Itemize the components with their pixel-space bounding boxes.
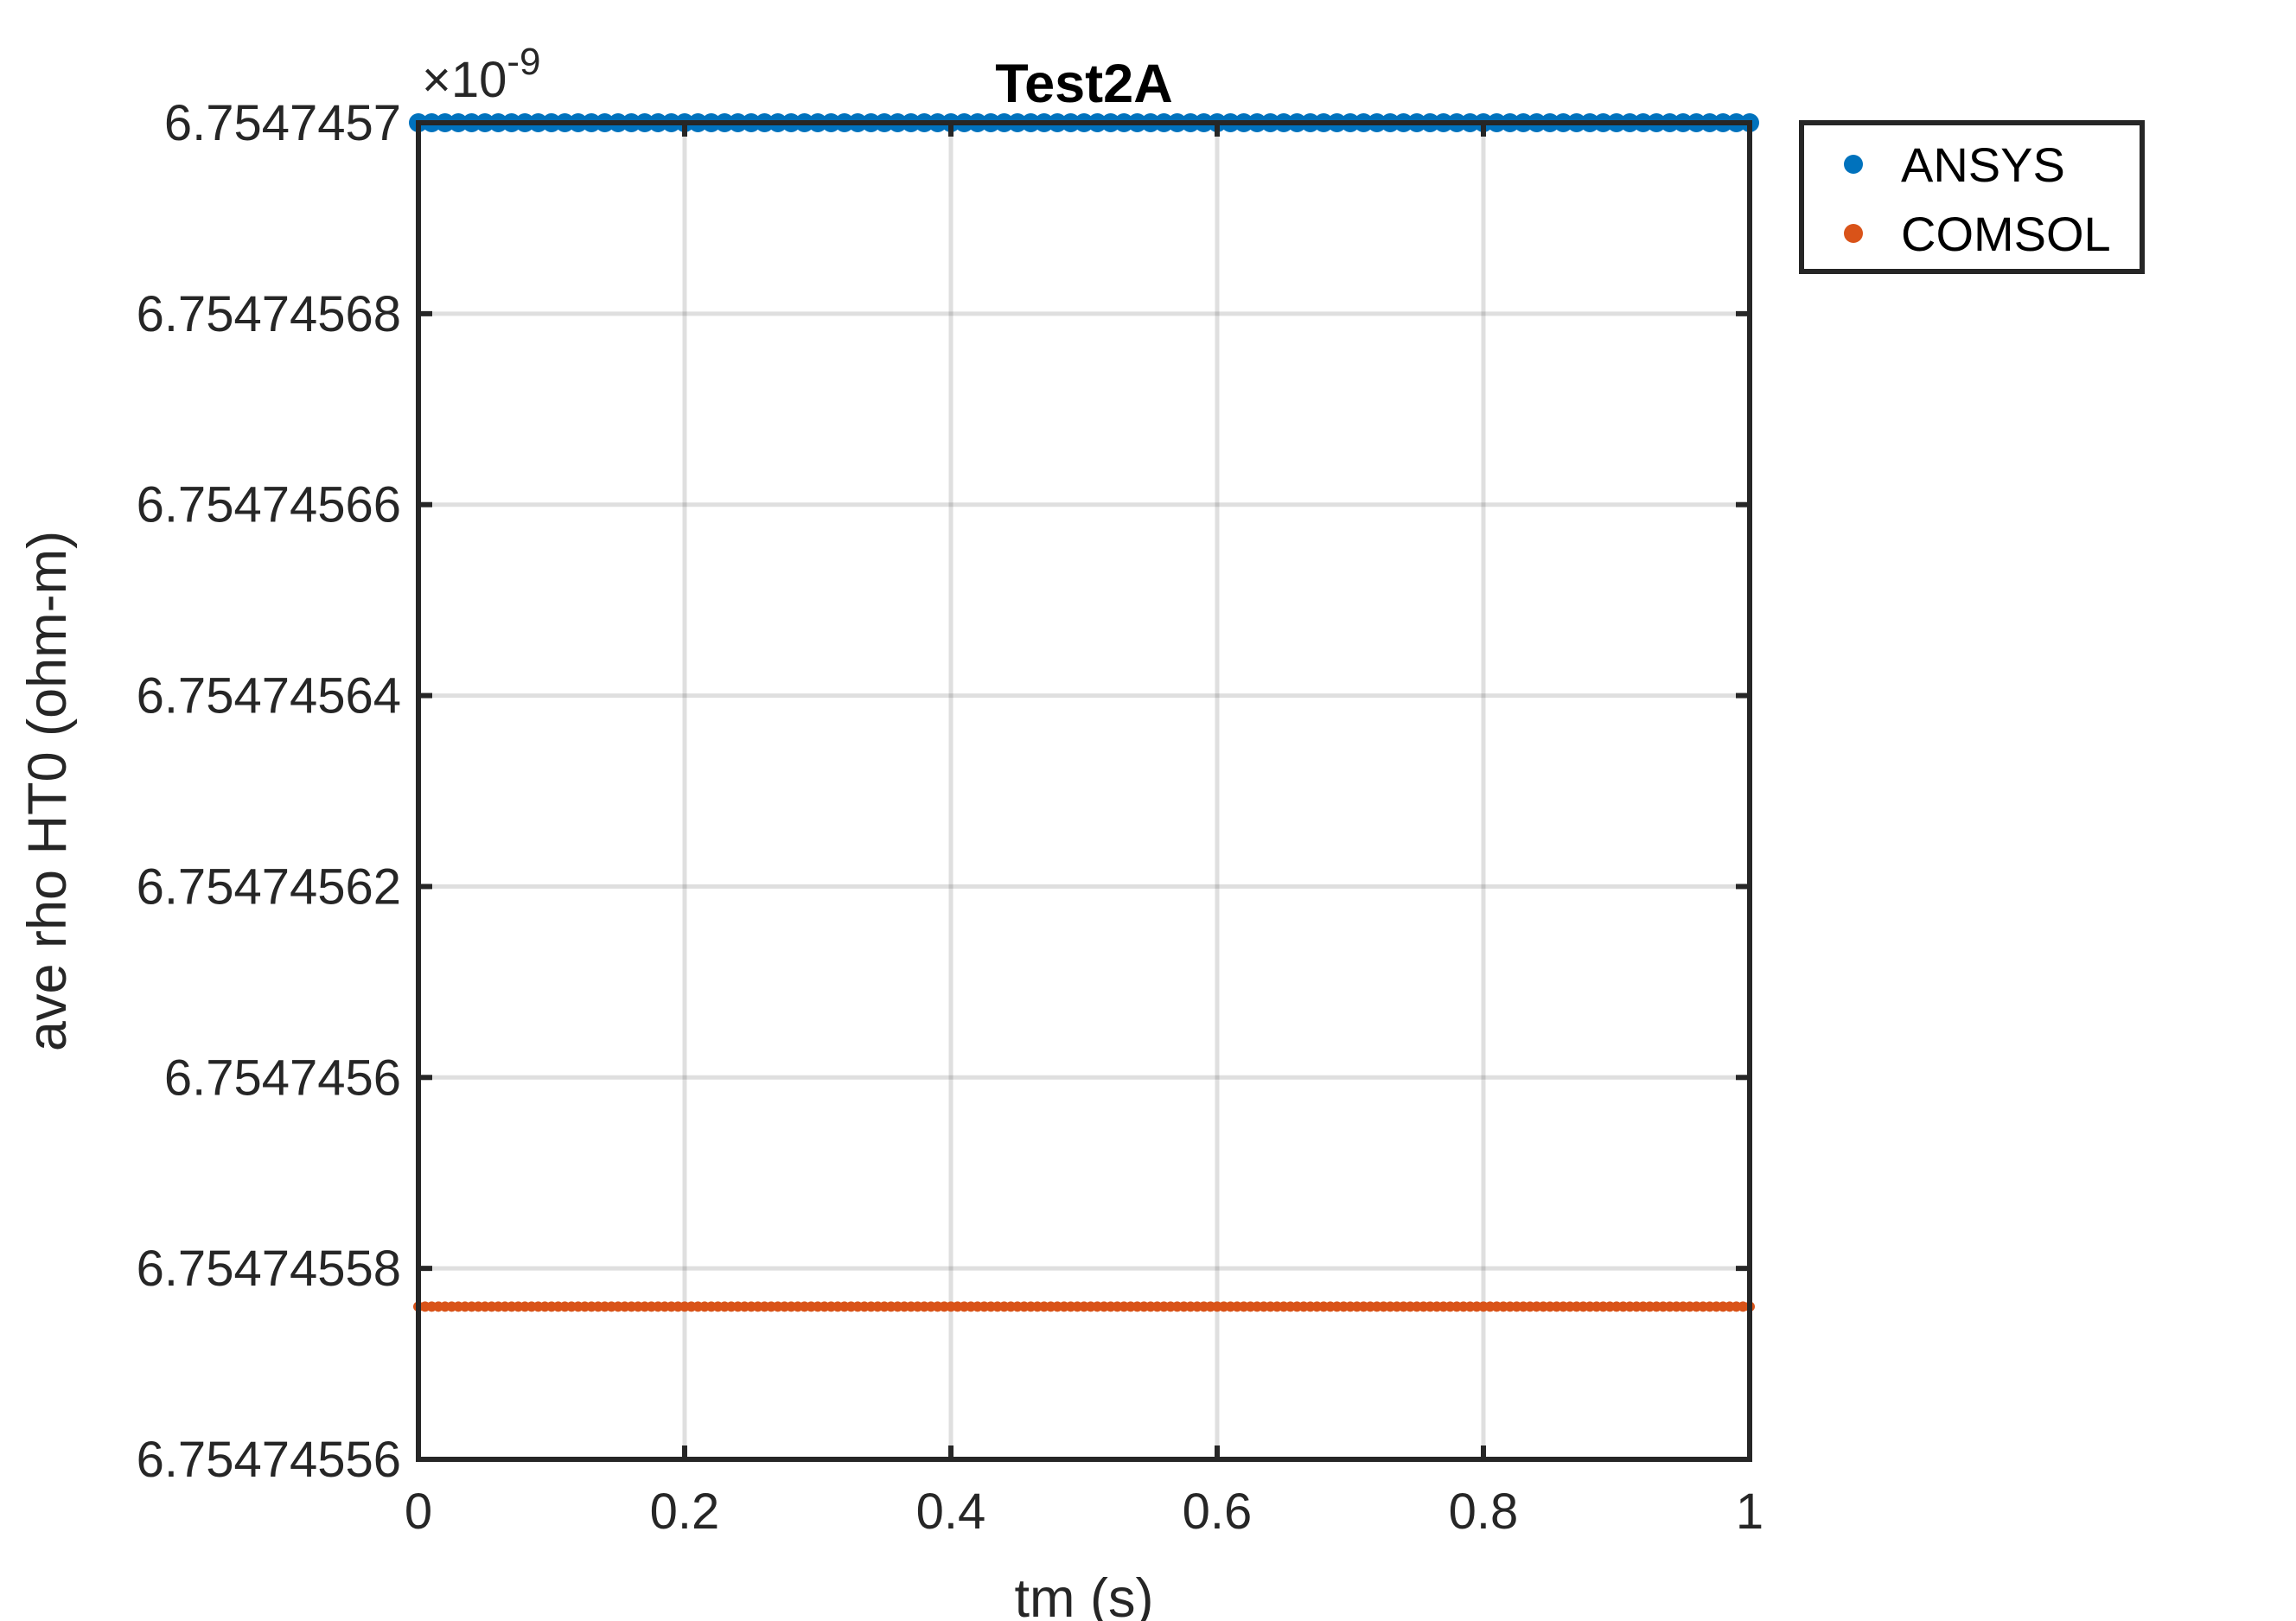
y-tick-label: 6.7547456 xyxy=(164,1050,401,1106)
series-comsol xyxy=(413,1301,1755,1312)
legend-box xyxy=(1799,120,2145,274)
y-tick-label: 6.7547457 xyxy=(164,95,401,151)
legend-marker xyxy=(1844,224,1863,243)
y-tick-label: 6.75474562 xyxy=(137,858,401,915)
y-tick-label: 6.75474556 xyxy=(137,1432,401,1488)
x-axis-label: tm (s) xyxy=(1015,1568,1154,1621)
x-tick-label: 0 xyxy=(405,1484,432,1540)
plot-area xyxy=(418,123,1750,1459)
legend-marker xyxy=(1844,155,1863,174)
x-tick-label: 0.6 xyxy=(1183,1484,1253,1540)
y-tick-label: 6.75474558 xyxy=(137,1241,401,1297)
x-tick-label: 0.8 xyxy=(1449,1484,1519,1540)
legend-item-ansys: ANSYS xyxy=(1844,137,2065,192)
plot-box xyxy=(416,120,1752,1462)
y-tick-label: 6.75474564 xyxy=(137,668,401,724)
legend: ANSYS COMSOL xyxy=(1799,120,2145,274)
x-tick-label: 1 xyxy=(1736,1484,1763,1540)
y-axis-exponent: ×10-9 xyxy=(422,41,541,108)
y-axis-label: ave rho HT0 (ohm-m) xyxy=(17,531,78,1051)
legend-label: COMSOL xyxy=(1901,207,2111,261)
legend-label: ANSYS xyxy=(1901,137,2065,192)
y-tick-label: 6.75474568 xyxy=(137,286,401,342)
legend-item-comsol: COMSOL xyxy=(1844,207,2111,261)
y-tick-label: 6.75474566 xyxy=(137,477,401,533)
x-tick-label: 0.4 xyxy=(916,1484,986,1540)
x-tick-label: 0.2 xyxy=(650,1484,720,1540)
chart-title: Test2A xyxy=(995,54,1172,114)
tick-labels: 0 0.2 0.4 0.6 0.8 1 6.75474556 6.75474558 6.7547… xyxy=(137,95,1764,1540)
grid xyxy=(418,123,1750,1459)
